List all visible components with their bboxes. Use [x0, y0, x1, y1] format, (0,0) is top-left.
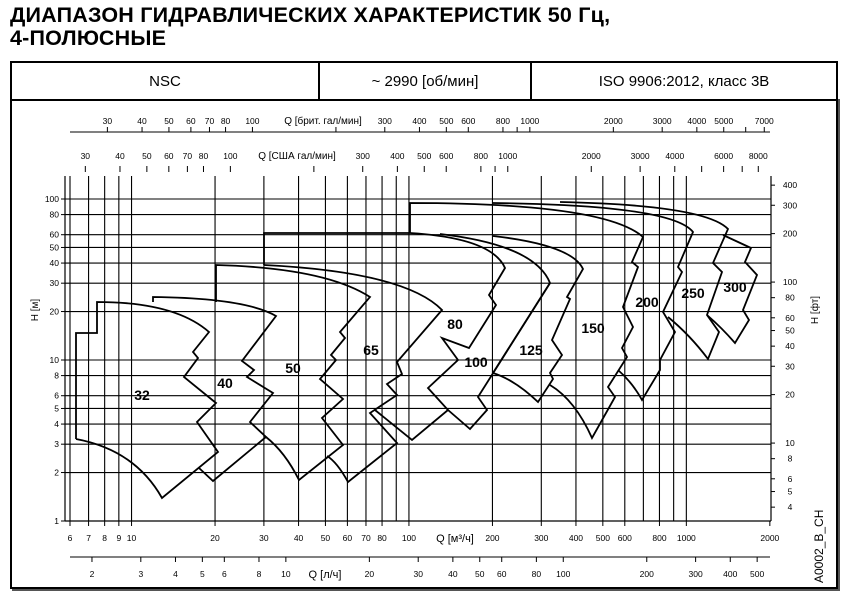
title-line-2: 4-ПОЛЮСНЫЕ — [10, 26, 167, 50]
pump-series: NSC — [12, 63, 320, 99]
drawing-code: A0002_B_CH — [812, 509, 826, 583]
title-line-1: ДИАПАЗОН ГИДРАВЛИЧЕСКИХ ХАРАКТЕРИСТИК 50… — [10, 3, 611, 27]
chart-frame — [10, 97, 838, 589]
pump-speed: ~ 2990 [об/мин] — [320, 63, 532, 99]
test-standard: ISO 9906:2012, класс 3В — [598, 72, 770, 90]
header-table: NSC ~ 2990 [об/мин] ISO 9906:2012, класс… — [10, 61, 838, 101]
page-title: ДИАПАЗОН ГИДРАВЛИЧЕСКИХ ХАРАКТЕРИСТИК 50… — [10, 4, 610, 50]
